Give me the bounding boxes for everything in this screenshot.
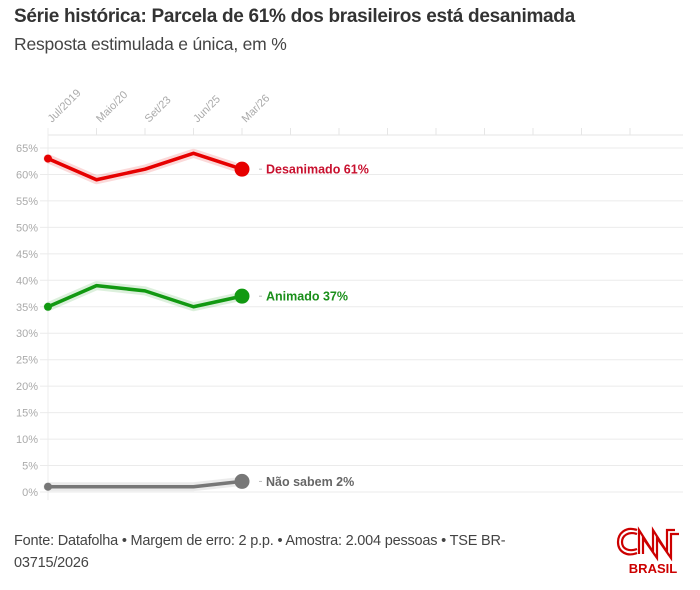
- y-tick-label: 15%: [16, 408, 38, 420]
- series-label: Não sabem 2%: [266, 475, 354, 489]
- x-tick-label: Set/23: [143, 94, 174, 125]
- y-tick-label: 60%: [16, 169, 38, 181]
- x-tick-label: Mar/26: [240, 92, 273, 125]
- series-end-point: [234, 473, 250, 489]
- cnn-brasil-logo: BRASIL: [616, 526, 679, 576]
- source-footer: Fonte: Datafolha • Margem de erro: 2 p.p…: [14, 533, 506, 571]
- y-tick-label: 0%: [22, 487, 38, 499]
- y-tick-label: 20%: [16, 381, 38, 393]
- y-tick-label: 25%: [16, 355, 38, 367]
- y-tick-label: 65%: [16, 143, 38, 155]
- y-tick-label: 30%: [16, 328, 38, 340]
- y-tick-label: 55%: [16, 196, 38, 208]
- y-tick-label: 40%: [16, 275, 38, 287]
- cnn-logo-icon: [616, 526, 679, 562]
- series-end-point: [234, 161, 250, 177]
- logo-subtext: BRASIL: [629, 561, 677, 576]
- series-end-point: [234, 288, 250, 304]
- series-label: Desanimado 61%: [266, 163, 369, 177]
- y-tick-label: 35%: [16, 302, 38, 314]
- chart-title: Série histórica: Parcela de 61% dos bras…: [14, 6, 575, 27]
- y-tick-label: 45%: [16, 249, 38, 261]
- x-tick-label: Maio/20: [94, 89, 130, 125]
- y-tick-label: 5%: [22, 461, 38, 473]
- y-tick-label: 50%: [16, 222, 38, 234]
- x-tick-label: Jun/25: [191, 93, 223, 125]
- series-start-point: [44, 482, 52, 491]
- series-line: [46, 283, 236, 309]
- y-tick-label: 10%: [16, 434, 38, 446]
- series-line: [46, 480, 236, 489]
- series-start-point: [44, 302, 52, 311]
- series-label: Animado 37%: [266, 290, 348, 304]
- x-tick-label: Jul/2019: [46, 87, 84, 125]
- series-line: [46, 151, 237, 182]
- series-start-point: [44, 154, 52, 163]
- chart-subtitle: Resposta estimulada e única, em %: [14, 34, 287, 54]
- line-chart: 0% 5% 10% 15% 20% 25% 30% 35% 40% 45% 50% 55% 60% 65%…: [16, 87, 683, 500]
